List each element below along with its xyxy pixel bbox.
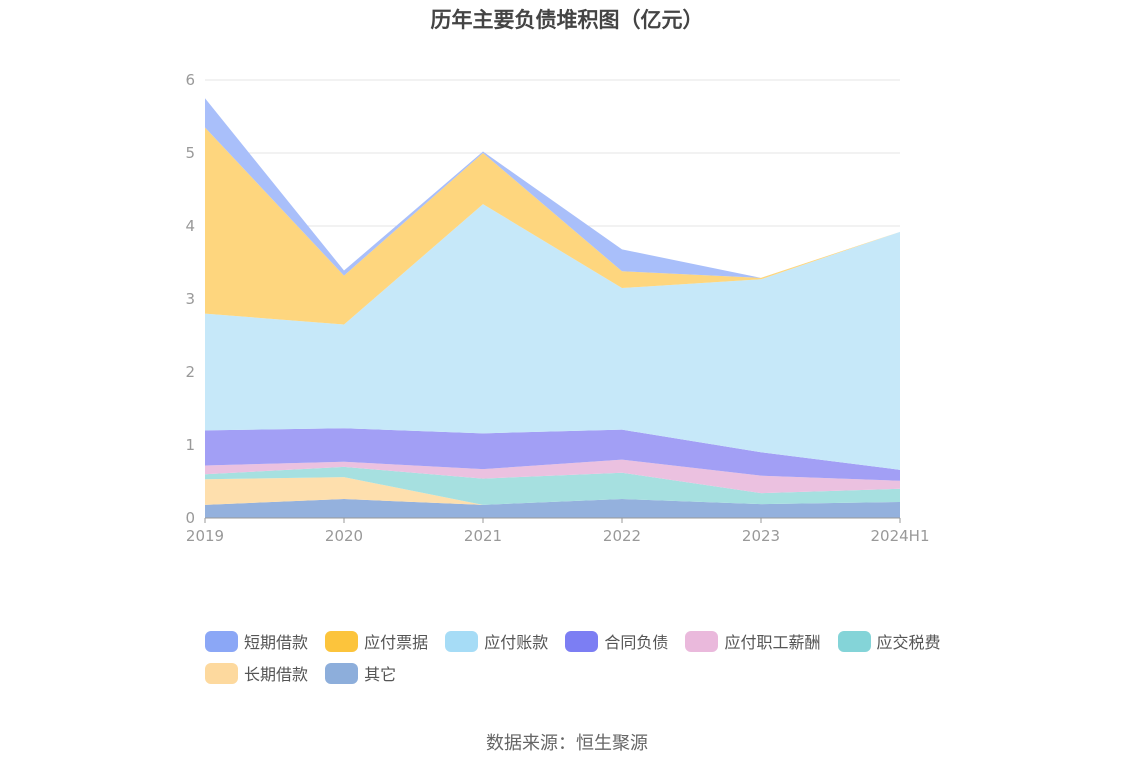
- legend-item-contract-liabilities[interactable]: 合同负债: [565, 630, 674, 652]
- legend-item-accounts-payable[interactable]: 应付账款: [445, 630, 554, 652]
- x-tick-label: 2023: [742, 527, 780, 545]
- legend-label: 合同负债: [604, 633, 669, 652]
- legend-swatch: [837, 630, 871, 652]
- legend-label: 应付账款: [484, 633, 549, 652]
- y-tick-label: 3: [185, 290, 195, 308]
- legend-item-long-term-loans[interactable]: 长期借款: [205, 662, 314, 684]
- legend-item-employee-payables[interactable]: 应付职工薪酬: [685, 630, 826, 652]
- chart-title: 历年主要负债堆积图（亿元）: [430, 8, 704, 32]
- area-series-其它[interactable]: [205, 499, 900, 518]
- legend-label: 应付职工薪酬: [724, 633, 821, 652]
- source-note: 数据来源：恒生聚源: [486, 733, 648, 754]
- area-series-应付票据[interactable]: [205, 127, 900, 325]
- y-tick-label: 4: [185, 217, 195, 235]
- area-series-应付职工薪酬[interactable]: [205, 459, 900, 494]
- y-tick-label: 1: [185, 436, 195, 454]
- legend-item-notes-payable[interactable]: 应付票据: [325, 630, 434, 652]
- x-tick-label: 2019: [186, 527, 224, 545]
- axes: 0 1 2 3 4 5 6 2019 2020 2021 2022 2023 2024H1: [185, 71, 929, 545]
- legend-swatch: [685, 630, 719, 652]
- y-tick-label: 2: [185, 363, 195, 381]
- legend-item-short-term-loans[interactable]: 短期借款: [205, 630, 314, 652]
- legend-swatch: [325, 630, 359, 652]
- x-tick-label: 2020: [325, 527, 363, 545]
- y-tick-label: 6: [185, 71, 195, 89]
- x-tick-label: 2022: [603, 527, 641, 545]
- legend-label: 应付票据: [364, 633, 429, 652]
- x-tick-label: 2024H1: [871, 527, 930, 545]
- legend-label: 长期借款: [244, 665, 309, 684]
- legend-swatch: [205, 662, 238, 684]
- area-series-应付账款[interactable]: [205, 204, 900, 470]
- legend-swatch: [565, 630, 599, 652]
- area-series-合同负债[interactable]: [205, 428, 900, 481]
- legend-item-other[interactable]: 其它: [325, 662, 402, 684]
- x-tick-label: 2021: [464, 527, 502, 545]
- y-tick-label: 0: [185, 509, 195, 527]
- area-series: [205, 98, 900, 518]
- legend-label: 应交税费: [876, 633, 941, 652]
- legend-swatch: [325, 662, 359, 684]
- legend-item-taxes-payable[interactable]: 应交税费: [837, 630, 947, 652]
- legend-swatch: [445, 630, 479, 652]
- area-series-应交税费[interactable]: [205, 466, 900, 505]
- y-tick-label: 5: [185, 144, 195, 162]
- legend-label: 短期借款: [244, 633, 309, 652]
- legend: 短期借款 应付票据 应付账款 合同负债 应付职工薪酬 应交税费 长期借款 其它: [205, 630, 965, 694]
- legend-label: 其它: [364, 665, 397, 684]
- legend-swatch: [205, 630, 238, 652]
